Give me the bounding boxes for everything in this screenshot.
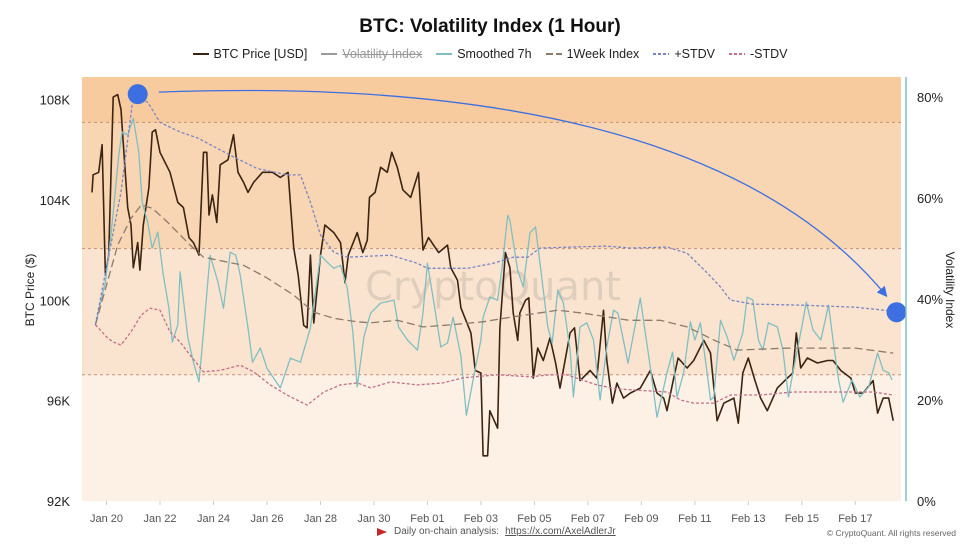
volatility-zone [82,374,901,501]
series-line-smoothed-7h [94,117,893,418]
footer-link[interactable]: https://x.com/AxelAdlerJr [505,526,616,537]
x-tick-label: Jan 20 [90,513,123,525]
y-right-tick-label: 80% [917,90,943,105]
legend-label: -STDV [749,47,788,61]
x-tick-label: Feb 05 [517,513,551,525]
annotation-layer [127,84,907,323]
x-tick-label: Feb 11 [678,513,711,525]
series-line-stdv [94,97,894,325]
right-axis-label: Volatility Index [943,252,957,329]
x-tick-label: Jan 22 [143,513,176,525]
series-line-btc-price-usd [91,93,894,457]
copyright: © CryptoQuant. All rights reserved [826,528,956,538]
x-tick-label: Jan 28 [304,513,337,525]
legend-item-minus-stdv[interactable]: -STDV [728,47,788,61]
y-left-tick-label: 92K [47,494,70,509]
chart-title: BTC: Volatility Index (1 Hour) [359,16,621,37]
legend-item-volatility-index[interactable]: Volatility Index [321,47,422,61]
left-y-axis: 92K 96K 100K 104K 108K [40,93,71,509]
series-line-stdv [94,307,894,406]
legend-item-1week-index[interactable]: 1Week Index [545,47,640,61]
flag-icon [377,527,387,536]
x-tick-label: Feb 07 [571,513,605,525]
y-left-tick-label: 96K [47,394,70,409]
y-right-tick-label: 60% [917,191,943,206]
x-tick-label: Feb 03 [464,513,498,525]
footer-text: Daily on-chain analysis: [394,526,500,537]
legend-label: Volatility Index [342,47,423,61]
x-tick-label: Feb 17 [838,513,872,525]
y-left-tick-label: 104K [40,193,71,208]
legend-item-smoothed-7h[interactable]: Smoothed 7h [436,47,532,61]
volatility-zone [82,122,901,249]
annotation-marker [127,84,148,105]
legend-label: BTC Price [USD] [213,47,308,61]
volatility-zone [82,248,901,375]
legend-item-btc-price[interactable]: BTC Price [USD] [192,47,308,61]
legend-swatch [192,53,209,55]
series-layer [91,93,894,457]
x-tick-label: Feb 15 [785,513,819,525]
volatility-zone [82,77,901,123]
legend-swatch [321,53,338,55]
legend: BTC Price [USD] Volatility Index Smoothe… [0,47,980,61]
series-line-1week-index [94,204,894,354]
legend-swatch [653,53,670,55]
x-axis: Jan 20 Jan 22 Jan 24 Jan 26 Jan 28 Jan 30 Feb … [90,501,872,525]
x-tick-label: Feb 09 [624,513,658,525]
legend-item-plus-stdv[interactable]: +STDV [653,47,715,61]
legend-label: Smoothed 7h [457,47,532,61]
y-right-tick-label: 0% [917,494,936,509]
x-tick-label: Jan 24 [197,513,230,525]
y-right-tick-label: 40% [917,292,943,307]
y-right-tick-label: 20% [917,393,943,408]
x-tick-label: Feb 01 [410,513,444,525]
legend-swatch [436,53,453,55]
y-left-tick-label: 100K [40,293,71,308]
footer-analysis: Daily on-chain analysis: https://x.com/A… [376,526,616,537]
annotation-marker [886,302,907,323]
x-tick-label: Jan 30 [357,513,390,525]
right-y-axis: 0% 20% 40% 60% 80% [917,90,943,509]
watermark: CryptoQuant [365,264,621,310]
annotation-arrow [158,89,888,298]
legend-label: 1Week Index [566,47,640,61]
x-tick-label: Jan 26 [250,513,283,525]
y-left-tick-label: 108K [40,93,71,108]
legend-label: +STDV [674,47,715,61]
left-axis-label: BTC Price ($) [23,254,37,327]
legend-swatch [545,53,562,55]
legend-swatch [728,53,745,55]
x-tick-label: Feb 13 [731,513,765,525]
